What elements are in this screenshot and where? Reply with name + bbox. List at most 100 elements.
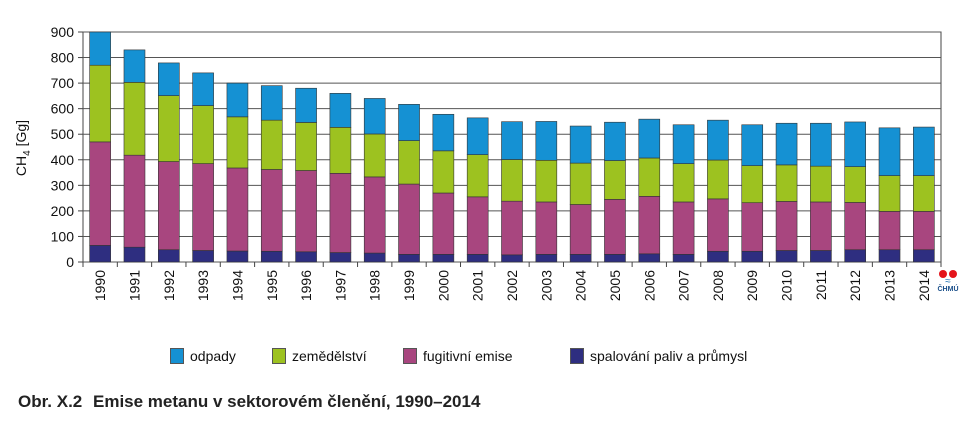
- bar-segment: [363, 252, 386, 263]
- x-tick-label: 2010: [779, 270, 795, 301]
- bar-segment: [260, 250, 283, 263]
- bar-segment: [295, 251, 317, 263]
- bar-segment: [466, 154, 489, 198]
- bar-segment: [569, 204, 592, 255]
- bar-segment: [638, 253, 661, 263]
- bar-segment: [878, 249, 901, 263]
- legend-label: fugitivní emise: [423, 348, 513, 364]
- bar-segment: [672, 201, 695, 255]
- bar-segment: [775, 250, 798, 263]
- x-tick-label: 1994: [229, 270, 245, 301]
- x-tick-label: 2008: [710, 270, 726, 301]
- legend-item-fugitivni-emise: fugitivní emise: [403, 345, 512, 367]
- bar-segment: [226, 116, 249, 169]
- legend-swatch: [570, 348, 584, 364]
- y-tick-label: 0: [66, 254, 74, 270]
- x-tick-label: 2000: [435, 270, 451, 301]
- bar-segment: [432, 192, 455, 255]
- bar-segment: [844, 249, 867, 263]
- bar-segment: [878, 127, 901, 176]
- legend-item-zemedelstvi: zemědělství: [272, 345, 367, 367]
- y-tick-label: 700: [51, 75, 75, 91]
- y-axis-ticks: 0 100 200 300 400 500 600 700 800 900: [51, 24, 83, 270]
- x-tick-label: 2006: [641, 270, 657, 301]
- x-tick-label: 2009: [744, 270, 760, 301]
- x-tick-label: 2001: [470, 270, 486, 301]
- bar-segment: [158, 249, 180, 263]
- legend-label: odpady: [190, 348, 236, 364]
- bar-segment: [123, 49, 146, 83]
- x-tick-label: 1996: [298, 270, 314, 301]
- bar-segment: [775, 201, 798, 251]
- bar-segment: [192, 250, 214, 263]
- bar-segment: [329, 173, 352, 253]
- bar-segment: [466, 196, 489, 255]
- bar-segment: [501, 254, 523, 263]
- bar-segment: [741, 202, 764, 252]
- bar-segment: [432, 113, 455, 152]
- x-tick-label: 2011: [813, 270, 829, 300]
- bar-segment: [89, 245, 111, 263]
- bar-segment: [775, 122, 798, 166]
- bar-segment: [501, 159, 523, 202]
- bar-segment: [158, 95, 180, 162]
- bar-segment: [260, 169, 283, 252]
- bar-segment: [260, 119, 283, 170]
- bar-segment: [672, 254, 695, 263]
- legend-label: spalování paliv a průmysl: [590, 348, 748, 364]
- bar-segment: [501, 121, 523, 160]
- y-tick-label: 200: [51, 203, 75, 219]
- x-axis-ticks: 1990 1991 1992 1993 1994 1995 1996 1997 1998 1999…: [82, 262, 942, 301]
- chmu-logo: ≈ ČHMÚ: [932, 270, 964, 300]
- bar-segment: [260, 85, 283, 121]
- bar-segment: [569, 162, 592, 205]
- x-tick-label: 1995: [264, 270, 280, 301]
- bar-segment: [466, 117, 489, 155]
- bar-segment: [158, 161, 180, 251]
- figure-caption: Obr. X.2 Emise metanu v sektorovém členě…: [18, 392, 486, 412]
- bar-segment: [638, 118, 661, 159]
- bar-segment: [913, 175, 935, 212]
- y-tick-label: 800: [51, 50, 75, 66]
- bar-segment: [707, 159, 729, 200]
- x-tick-label: 1990: [92, 270, 108, 301]
- bar-segment: [295, 170, 317, 253]
- bar-segment: [398, 104, 420, 141]
- bar-segment: [878, 211, 901, 251]
- bar-segment: [569, 254, 592, 263]
- bar-segment: [638, 157, 661, 197]
- bar-segment: [123, 154, 146, 248]
- bar-segment: [89, 141, 111, 246]
- bars: [89, 31, 935, 263]
- bar-segment: [604, 121, 626, 161]
- bar-segment: [226, 82, 249, 118]
- bar-segment: [741, 124, 764, 166]
- y-tick-label: 500: [51, 126, 75, 142]
- legend: odpady zemědělství fugitivní emise spalo…: [170, 345, 790, 367]
- bar-segment: [913, 211, 935, 251]
- bar-segment: [707, 119, 729, 161]
- legend-swatch: [272, 348, 286, 364]
- legend-swatch: [170, 348, 184, 364]
- caption-text: Emise metanu v sektorovém členění, 1990–…: [92, 392, 481, 411]
- bar-segment: [844, 121, 867, 167]
- y-axis-label: CH4 [Gg]: [13, 120, 33, 176]
- bar-segment: [672, 163, 695, 203]
- bar-segment: [638, 196, 661, 255]
- y-tick-label: 600: [51, 101, 75, 117]
- bar-segment: [878, 175, 901, 212]
- bar-segment: [123, 246, 146, 263]
- bar-segment: [844, 166, 867, 203]
- bar-segment: [741, 165, 764, 204]
- y-tick-label: 300: [51, 177, 75, 193]
- y-tick-label: 900: [51, 24, 75, 40]
- bar-segment: [913, 249, 935, 263]
- bar-segment: [604, 160, 626, 200]
- x-tick-label: 2007: [676, 270, 692, 301]
- legend-item-odpady: odpady: [170, 345, 236, 367]
- x-tick-label: 2012: [847, 270, 863, 301]
- bar-segment: [398, 140, 420, 185]
- x-tick-label: 2003: [538, 270, 554, 301]
- x-tick-label: 1992: [161, 270, 177, 301]
